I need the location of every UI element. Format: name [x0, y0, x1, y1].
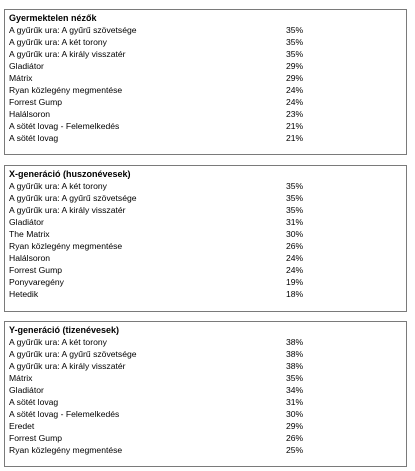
film-percentage: 38% — [286, 349, 304, 359]
table-row: A gyűrűk ura: A két torony 35% — [5, 36, 406, 48]
film-title: A sötét lovag — [9, 397, 59, 407]
film-title: Eredet — [9, 421, 35, 431]
film-percentage: 21% — [286, 133, 304, 143]
table-row: A sötét lovag - Felemelkedés 21% — [5, 120, 406, 132]
film-title: A gyűrűk ura: A gyűrű szövetsége — [9, 349, 137, 359]
table-row: A gyűrűk ura: A király visszatér 35% — [5, 48, 406, 60]
film-title: Hetedik — [9, 289, 39, 299]
table-row: Gladiátor 31% — [5, 216, 406, 228]
film-title: Mátrix — [9, 73, 33, 83]
table-row: A gyűrűk ura: A gyűrű szövetsége 35% — [5, 192, 406, 204]
section-title: Y-generáció (tizenévesek) — [9, 325, 120, 335]
table-row: A gyűrűk ura: A király visszatér 38% — [5, 360, 406, 372]
film-percentage: 23% — [286, 109, 304, 119]
table-row: A gyűrűk ura: A két torony 35% — [5, 180, 406, 192]
table-row: A gyűrűk ura: A két torony 38% — [5, 336, 406, 348]
film-title: Forrest Gump — [9, 265, 63, 275]
table-row: A gyűrűk ura: A király visszatér 35% — [5, 204, 406, 216]
film-percentage: 29% — [286, 421, 304, 431]
film-percentage: 35% — [286, 25, 304, 35]
table-row: A gyűrűk ura: A gyűrű szövetsége 38% — [5, 348, 406, 360]
table-row: Hetedik 18% — [5, 288, 406, 300]
film-percentage: 26% — [286, 433, 304, 443]
film-title: A gyűrűk ura: A két torony — [9, 181, 107, 191]
film-title: The Matrix — [9, 229, 50, 239]
film-percentage: 21% — [286, 121, 304, 131]
table-row: A sötét lovag 31% — [5, 396, 406, 408]
table-row: Ryan közlegény megmentése 25% — [5, 444, 406, 456]
film-percentage: 24% — [286, 97, 304, 107]
table-row: Ryan közlegény megmentése 26% — [5, 240, 406, 252]
film-title: Gladiátor — [9, 217, 44, 227]
film-title: Halálsoron — [9, 109, 51, 119]
film-percentage: 29% — [286, 73, 304, 83]
table-row: A gyűrűk ura: A gyűrű szövetsége 35% — [5, 24, 406, 36]
film-percentage: 38% — [286, 337, 304, 347]
film-title: A gyűrűk ura: A két torony — [9, 337, 107, 347]
table-row: Ryan közlegény megmentése 24% — [5, 84, 406, 96]
film-title: A sötét lovag - Felemelkedés — [9, 409, 120, 419]
film-title: Ryan közlegény megmentése — [9, 445, 123, 455]
table-row: The Matrix 30% — [5, 228, 406, 240]
film-title: A gyűrűk ura: A király visszatér — [9, 361, 126, 371]
film-percentage: 35% — [286, 37, 304, 47]
table-row: Halálsoron 24% — [5, 252, 406, 264]
film-percentage: 35% — [286, 193, 304, 203]
film-title: Ryan közlegény megmentése — [9, 85, 123, 95]
film-percentage: 24% — [286, 253, 304, 263]
table-row: Gladiátor 34% — [5, 384, 406, 396]
film-title: A gyűrűk ura: A gyűrű szövetsége — [9, 25, 137, 35]
film-percentage: 34% — [286, 385, 304, 395]
section-gen-x: X-generáció (huszonévesek) A gyűrűk ura:… — [4, 165, 407, 312]
film-percentage: 35% — [286, 205, 304, 215]
section-title: X-generáció (huszonévesek) — [9, 169, 131, 179]
section-childless: Gyermektelen nézők A gyűrűk ura: A gyűrű… — [4, 9, 407, 155]
table-row: Mátrix 29% — [5, 72, 406, 84]
film-percentage: 38% — [286, 361, 304, 371]
film-title: Forrest Gump — [9, 97, 63, 107]
table-row: Halálsoron 23% — [5, 108, 406, 120]
table-row: Gladiátor 29% — [5, 60, 406, 72]
film-title: Ryan közlegény megmentése — [9, 241, 123, 251]
film-percentage: 31% — [286, 217, 304, 227]
film-percentage: 29% — [286, 61, 304, 71]
film-title: A gyűrűk ura: A két torony — [9, 37, 107, 47]
film-title: Ponyvaregény — [9, 277, 64, 287]
table-row: A sötét lovag 21% — [5, 132, 406, 144]
film-title: A gyűrűk ura: A király visszatér — [9, 205, 126, 215]
section-title: Gyermektelen nézők — [9, 13, 97, 23]
film-percentage: 19% — [286, 277, 304, 287]
film-percentage: 35% — [286, 49, 304, 59]
film-title: Gladiátor — [9, 61, 44, 71]
film-list: A gyűrűk ura: A két torony 38% A gyűrűk ur… — [5, 336, 406, 456]
film-title: Halálsoron — [9, 253, 51, 263]
section-gen-y: Y-generáció (tizenévesek) A gyűrűk ura: … — [4, 321, 407, 467]
film-percentage: 18% — [286, 289, 304, 299]
film-percentage: 35% — [286, 373, 304, 383]
table-row: Ponyvaregény 19% — [5, 276, 406, 288]
film-title: A gyűrűk ura: A király visszatér — [9, 49, 126, 59]
film-list: A gyűrűk ura: A gyűrű szövetsége 35% A gyű… — [5, 24, 406, 144]
table-row: Mátrix 35% — [5, 372, 406, 384]
film-title: A gyűrűk ura: A gyűrű szövetsége — [9, 193, 137, 203]
film-title: A sötét lovag - Felemelkedés — [9, 121, 120, 131]
film-list: A gyűrűk ura: A két torony 35% A gyűrűk ur… — [5, 180, 406, 300]
film-title: A sötét lovag — [9, 133, 59, 143]
film-percentage: 35% — [286, 181, 304, 191]
film-percentage: 24% — [286, 85, 304, 95]
film-percentage: 30% — [286, 409, 304, 419]
table-row: Eredet 29% — [5, 420, 406, 432]
film-title: Forrest Gump — [9, 433, 63, 443]
table-row: Forrest Gump 24% — [5, 264, 406, 276]
table-row: Forrest Gump 26% — [5, 432, 406, 444]
film-percentage: 26% — [286, 241, 304, 251]
table-row: Forrest Gump 24% — [5, 96, 406, 108]
film-percentage: 30% — [286, 229, 304, 239]
film-title: Mátrix — [9, 373, 33, 383]
film-title: Gladiátor — [9, 385, 44, 395]
film-percentage: 25% — [286, 445, 304, 455]
table-row: A sötét lovag - Felemelkedés 30% — [5, 408, 406, 420]
film-percentage: 24% — [286, 265, 304, 275]
film-percentage: 31% — [286, 397, 304, 407]
